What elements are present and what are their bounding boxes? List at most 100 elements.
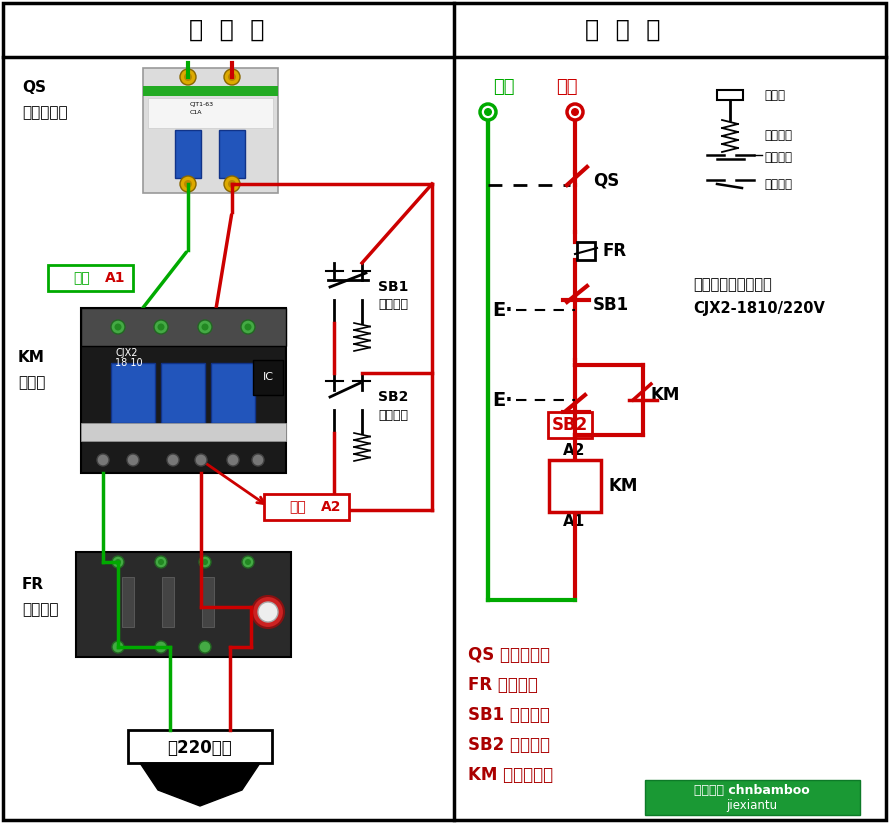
Bar (48, 265, 133, 291)
Text: CJX2-1810/220V: CJX2-1810/220V (693, 300, 825, 315)
Bar (81, 308, 286, 473)
Circle shape (97, 454, 109, 466)
Circle shape (567, 104, 583, 120)
Text: 火线: 火线 (556, 78, 578, 96)
Circle shape (158, 559, 164, 565)
Text: KM: KM (651, 386, 680, 404)
Circle shape (227, 454, 239, 466)
Bar (211, 363, 255, 423)
Text: SB1 停止按鈕: SB1 停止按鈕 (468, 706, 550, 724)
Text: 按鈕帽: 按鈕帽 (764, 89, 785, 101)
Text: 常开触头: 常开触头 (764, 178, 792, 190)
Bar (253, 360, 283, 395)
Bar (162, 577, 174, 627)
Circle shape (202, 323, 209, 331)
Text: E·: E· (492, 390, 513, 410)
Text: SB2 启动按鈕: SB2 启动按鈕 (468, 736, 550, 754)
Text: jiexiantu: jiexiantu (726, 799, 778, 812)
Bar (202, 577, 214, 627)
Bar (219, 130, 245, 178)
Text: E·: E· (492, 300, 513, 319)
Circle shape (155, 556, 167, 568)
Circle shape (244, 323, 252, 331)
Circle shape (184, 73, 192, 81)
Text: FR: FR (603, 242, 627, 260)
Circle shape (224, 69, 240, 85)
Circle shape (245, 559, 251, 565)
Text: SB1: SB1 (378, 280, 408, 294)
Circle shape (157, 323, 164, 331)
Bar (148, 98, 273, 128)
Text: A1: A1 (105, 271, 125, 285)
Text: 实  物  图: 实 物 图 (189, 18, 265, 42)
Circle shape (202, 559, 208, 565)
Text: 接220电机: 接220电机 (168, 739, 232, 757)
Polygon shape (140, 763, 260, 806)
Circle shape (241, 320, 255, 334)
Text: FR 热继电器: FR 热继电器 (468, 676, 538, 694)
Bar (128, 730, 272, 763)
Text: A1: A1 (563, 514, 585, 529)
Text: 原  理  图: 原 理 图 (585, 18, 661, 42)
Circle shape (111, 320, 125, 334)
Text: A2: A2 (321, 500, 341, 514)
Circle shape (115, 323, 122, 331)
Text: 常闭触头: 常闭触头 (764, 151, 792, 164)
Bar (645, 780, 860, 815)
Text: KM 交流接触器: KM 交流接触器 (468, 766, 553, 784)
Bar (549, 460, 601, 512)
Circle shape (242, 556, 254, 568)
Text: SB2: SB2 (552, 416, 589, 434)
Bar (175, 130, 201, 178)
Text: 零线: 零线 (493, 78, 515, 96)
Circle shape (199, 641, 211, 653)
Text: 百度知道 chnbamboo: 百度知道 chnbamboo (694, 784, 810, 797)
Text: SB1: SB1 (593, 296, 629, 314)
Circle shape (154, 320, 168, 334)
Bar (111, 363, 155, 423)
Circle shape (252, 454, 264, 466)
Circle shape (252, 596, 284, 628)
Text: KM
接触器: KM 接触器 (18, 351, 45, 390)
Text: CJT1-63: CJT1-63 (190, 102, 214, 107)
Circle shape (228, 73, 236, 81)
Text: IC: IC (262, 372, 274, 382)
Text: KM: KM (609, 477, 638, 495)
Text: QS 空气断路器: QS 空气断路器 (468, 646, 550, 664)
Text: 线圈: 线圈 (290, 500, 307, 514)
Circle shape (195, 454, 207, 466)
Circle shape (112, 556, 124, 568)
Circle shape (180, 69, 196, 85)
Circle shape (167, 454, 179, 466)
Circle shape (224, 176, 240, 192)
Circle shape (480, 104, 496, 120)
Circle shape (484, 108, 492, 116)
Circle shape (155, 641, 167, 653)
Bar (143, 68, 278, 193)
Bar (122, 577, 134, 627)
Circle shape (184, 180, 192, 188)
Circle shape (115, 559, 121, 565)
Bar (81, 308, 286, 346)
Circle shape (112, 641, 124, 653)
Bar (577, 242, 595, 260)
Bar (76, 552, 291, 657)
Bar (143, 86, 278, 96)
Bar (264, 494, 349, 520)
Text: QS
空气断路器: QS 空气断路器 (22, 80, 68, 120)
Text: 线圈: 线圈 (74, 271, 91, 285)
Text: QS: QS (593, 171, 620, 189)
Text: 启动按鈕: 启动按鈕 (378, 408, 408, 421)
Text: A2: A2 (563, 443, 586, 458)
Text: SB2: SB2 (378, 390, 408, 404)
Circle shape (228, 180, 236, 188)
Text: 注：交流接触器选用: 注：交流接触器选用 (693, 277, 772, 292)
Text: 18 10: 18 10 (115, 358, 142, 368)
Circle shape (180, 176, 196, 192)
Circle shape (571, 108, 579, 116)
Bar (717, 90, 743, 100)
Text: C1A: C1A (190, 110, 203, 115)
Circle shape (198, 320, 212, 334)
Text: 停止按鈕: 停止按鈕 (378, 299, 408, 311)
Text: CJX2: CJX2 (115, 348, 138, 358)
